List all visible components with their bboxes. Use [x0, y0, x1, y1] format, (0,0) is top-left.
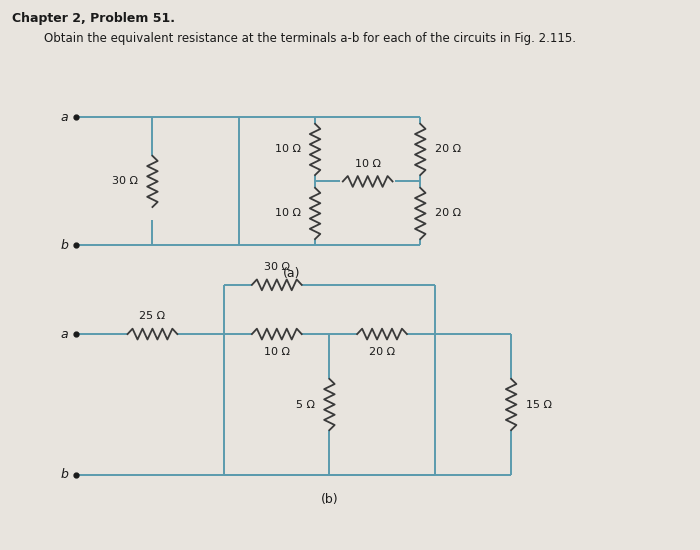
Text: 30 Ω: 30 Ω	[112, 177, 138, 186]
Text: a: a	[61, 111, 69, 124]
Text: 10 Ω: 10 Ω	[355, 158, 381, 169]
Text: (a): (a)	[282, 267, 300, 280]
Text: 5 Ω: 5 Ω	[296, 399, 315, 410]
Text: 20 Ω: 20 Ω	[435, 208, 461, 218]
Text: Obtain the equivalent resistance at the terminals a-b for each of the circuits i: Obtain the equivalent resistance at the …	[44, 32, 576, 45]
Text: b: b	[60, 469, 69, 481]
Text: 10 Ω: 10 Ω	[264, 347, 290, 357]
Text: Chapter 2, Problem 51.: Chapter 2, Problem 51.	[12, 12, 175, 25]
Text: b: b	[60, 239, 69, 252]
Text: 15 Ω: 15 Ω	[526, 399, 552, 410]
Text: 10 Ω: 10 Ω	[274, 208, 301, 218]
Text: 25 Ω: 25 Ω	[139, 311, 165, 321]
Text: 20 Ω: 20 Ω	[369, 347, 395, 357]
Text: a: a	[61, 328, 69, 340]
Text: 30 Ω: 30 Ω	[264, 262, 290, 272]
Text: 20 Ω: 20 Ω	[435, 145, 461, 155]
Text: 10 Ω: 10 Ω	[274, 145, 301, 155]
Text: (b): (b)	[321, 493, 338, 505]
